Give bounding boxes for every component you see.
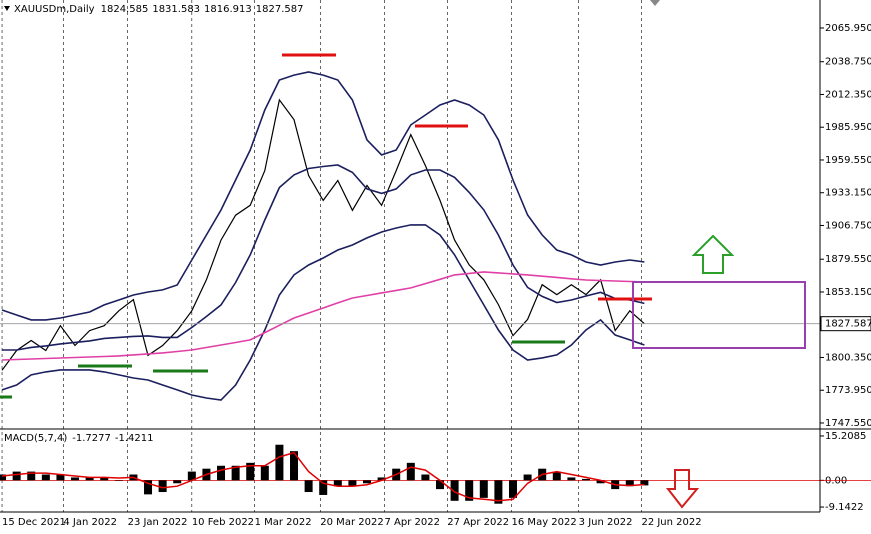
macd-bar	[100, 477, 109, 481]
y-tick-label: -9.1422	[825, 502, 864, 513]
y-tick-label: 0.00	[825, 475, 847, 486]
macd-bar	[173, 480, 182, 484]
y-tick-label: 1800.350	[825, 352, 871, 363]
x-tick-label: 4 Jan 2022	[63, 517, 117, 528]
macd-bar	[27, 471, 36, 481]
macd-value: -1.7277	[72, 433, 111, 444]
up-arrow	[691, 234, 735, 274]
macd-bar	[406, 462, 415, 481]
x-tick-label: 7 Apr 2022	[385, 517, 440, 528]
symbol: XAUUSDm,Daily	[14, 4, 95, 15]
series-line	[1, 71, 645, 321]
macd-title: MACD(5,7,4)	[4, 433, 67, 444]
macd-bar	[275, 444, 284, 481]
scroll-marker	[650, 0, 660, 6]
x-tick-label: 10 Feb 2022	[192, 517, 254, 528]
macd-bar	[552, 471, 561, 481]
macd-bar	[625, 480, 634, 487]
series-line	[1, 451, 645, 502]
y-tick-label: 1933.150	[825, 188, 871, 199]
macd-bar	[85, 477, 94, 481]
y-tick-label: 1773.950	[825, 385, 871, 396]
x-tick-label: 22 Jun 2022	[641, 517, 701, 528]
macd-bar	[421, 474, 430, 481]
macd-bar	[494, 480, 503, 504]
macd-bar	[71, 477, 80, 481]
y-tick-label: 1906.750	[825, 220, 871, 231]
macd-bar	[640, 480, 649, 486]
current-price-label: 1827.587	[825, 319, 871, 330]
macd-bar	[363, 480, 372, 484]
macd-bar	[465, 480, 474, 501]
macd-bar	[567, 477, 576, 481]
macd-bar	[304, 480, 313, 493]
macd-bar	[231, 465, 240, 481]
x-tick-label: 3 Jun 2022	[579, 517, 633, 528]
macd-bar	[290, 451, 299, 481]
series-line	[1, 224, 645, 401]
y-tick-label: 1985.950	[825, 122, 871, 133]
macd-bar	[246, 462, 255, 481]
y-tick-label: 2038.750	[825, 57, 871, 68]
macd-bar	[436, 480, 444, 490]
macd-bar	[479, 480, 488, 498]
chart-header: XAUUSDm,Daily 1824.585 1831.583 1816.913 182…	[14, 4, 303, 15]
macd-bar	[41, 474, 50, 481]
macd-bar	[260, 465, 269, 481]
macd-bar	[187, 471, 196, 481]
y-tick-label: 1879.550	[825, 254, 871, 265]
macd-bar	[158, 480, 167, 493]
series-line	[1, 271, 645, 361]
y-tick-label: 1853.150	[825, 287, 871, 298]
macd-bar	[319, 480, 328, 495]
macd-bar	[333, 480, 342, 487]
macd-bar	[508, 480, 517, 498]
y-tick-label: 2012.350	[825, 89, 871, 100]
macd-bar	[377, 477, 386, 481]
macd-bar	[114, 480, 123, 481]
x-tick-label: 20 Mar 2022	[320, 517, 383, 528]
high: 1831.583	[152, 4, 200, 15]
close: 1827.587	[256, 4, 304, 15]
down-arrow	[665, 469, 700, 509]
low: 1816.913	[204, 4, 252, 15]
macd-bar	[596, 480, 605, 484]
macd-bar	[450, 480, 459, 501]
x-tick-label: 27 Apr 2022	[447, 517, 509, 528]
range-box	[632, 281, 806, 349]
macd-bar	[217, 465, 226, 481]
macd-bar	[348, 480, 357, 487]
menu-triangle	[4, 6, 10, 11]
macd-bar	[523, 474, 532, 481]
series-line	[2, 164, 645, 351]
x-tick-label: 23 Jan 2022	[128, 517, 188, 528]
macd-bar	[56, 474, 65, 481]
y-tick-label: 1747.550	[825, 418, 871, 429]
series-line	[1, 98, 645, 371]
y-tick-label: 2065.950	[825, 23, 871, 34]
x-tick-label: 1 Mar 2022	[255, 517, 312, 528]
x-tick-label: 15 Dec 2021	[2, 517, 66, 528]
open: 1824.585	[101, 4, 149, 15]
signal-value: -1.4211	[115, 433, 154, 444]
macd-header: MACD(5,7,4) -1.7277 -1.4211	[4, 433, 153, 444]
y-tick-label: 1959.550	[825, 155, 871, 166]
macd-bar	[581, 478, 590, 481]
y-tick-label: 15.2085	[825, 431, 866, 442]
macd-bar	[0, 474, 7, 481]
macd-bar	[144, 480, 153, 495]
macd-bar	[12, 471, 21, 481]
x-tick-label: 16 May 2022	[512, 517, 577, 528]
current-price-box	[820, 316, 871, 332]
